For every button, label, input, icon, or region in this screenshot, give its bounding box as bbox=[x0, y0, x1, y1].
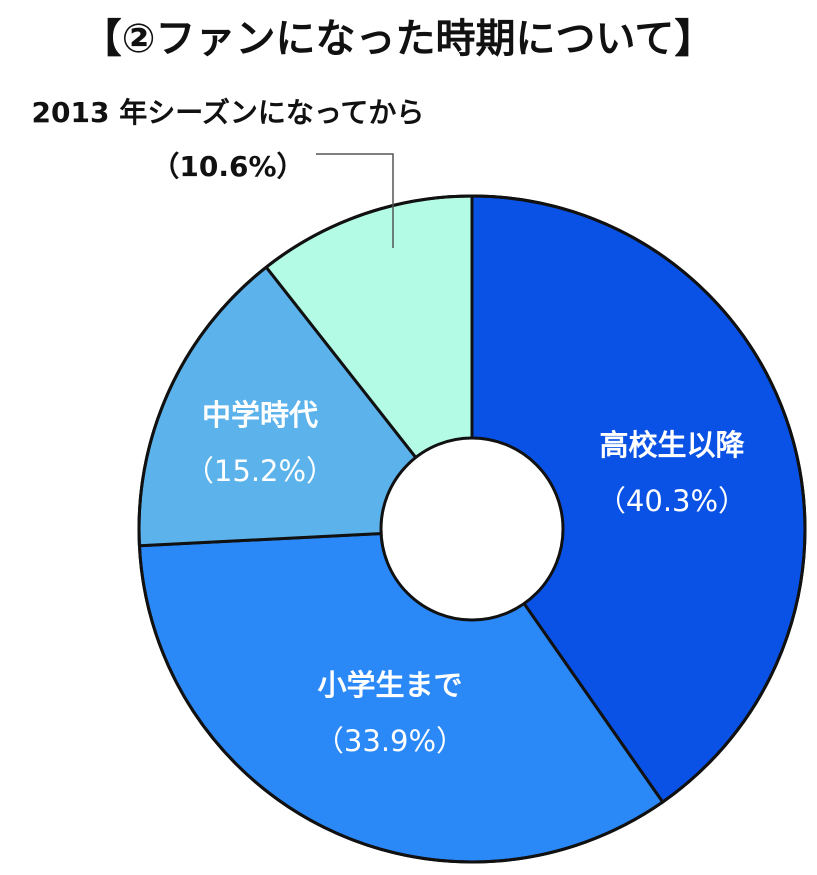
slices-group bbox=[137, 194, 807, 864]
slice-label-high-school-onward: 高校生以降 bbox=[599, 428, 745, 462]
pie-outline bbox=[137, 194, 807, 864]
callout-label-2013-season: 2013 年シーズンになってから bbox=[32, 96, 425, 129]
chart-title: 【②ファンになった時期について】 bbox=[82, 16, 715, 62]
slice-labels-group: 高校生以降 （40.3%） 小学生まで （33.9%） 中学時代 （15.2%） bbox=[185, 398, 747, 758]
donut-hole bbox=[379, 436, 565, 622]
slice-percent-high-school-onward: （40.3%） bbox=[597, 484, 747, 518]
callout-leader-line bbox=[316, 153, 394, 248]
callout-percent-2013-season: （10.6%） bbox=[151, 150, 304, 183]
slice-label-elementary-school: 小学生まで bbox=[317, 668, 462, 702]
slice-percent-junior-high: （15.2%） bbox=[185, 454, 335, 488]
slice-label-junior-high: 中学時代 bbox=[202, 398, 318, 432]
slice-percent-elementary-school: （33.9%） bbox=[315, 724, 465, 758]
